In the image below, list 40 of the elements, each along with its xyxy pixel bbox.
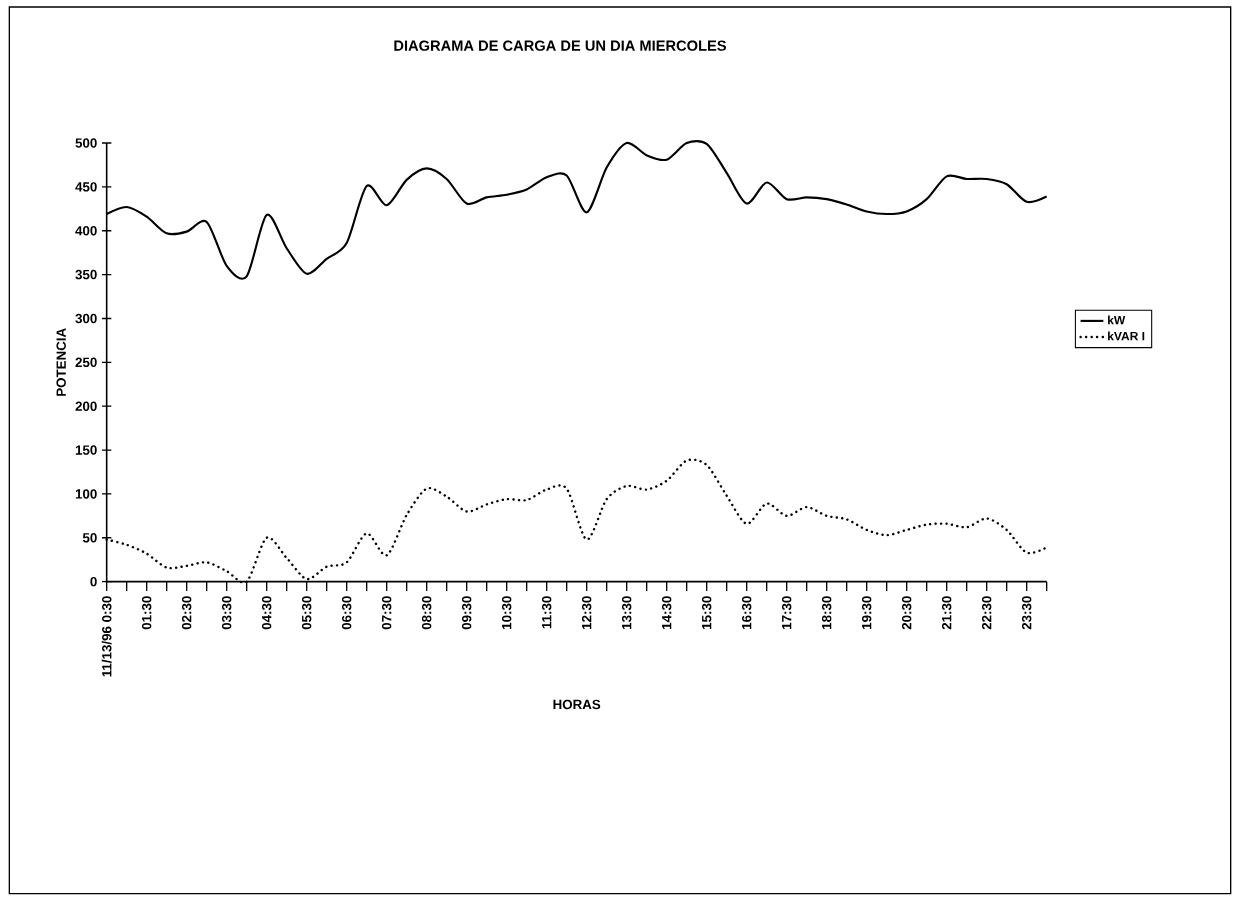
x-tick-label: 05:30 [301, 596, 312, 630]
x-tick-label: 19:30 [861, 596, 872, 629]
x-tick-label: 02:30 [181, 596, 192, 630]
x-tick-label: 08:30 [421, 596, 432, 630]
x-tick-label: 18:30 [821, 596, 832, 629]
y-tick-label: 450 [75, 182, 97, 192]
x-tick-label: 04:30 [261, 596, 272, 630]
x-tick-label: 12:30 [581, 596, 592, 629]
x-tick-label: 17:30 [781, 596, 792, 629]
x-tick-label: 14:30 [661, 596, 672, 629]
y-tick-label: 200 [75, 401, 97, 411]
x-tick-label: 06:30 [341, 596, 352, 630]
y-tick-label: 150 [75, 445, 97, 455]
x-tick-label: 09:30 [461, 596, 472, 630]
legend-label: kVAR I [1108, 331, 1145, 341]
x-tick-label: 10:30 [501, 596, 512, 629]
x-tick-label: 07:30 [381, 596, 392, 630]
y-tick-label: 500 [75, 138, 97, 148]
x-tick-label: 15:30 [701, 596, 712, 629]
y-tick-label: 350 [75, 269, 97, 280]
x-tick-label: 11:30 [541, 596, 552, 629]
legend-label: kW [1108, 315, 1126, 325]
x-tick-label: 16:30 [741, 596, 752, 629]
x-tick-label: 21:30 [941, 596, 952, 630]
y-tick-label: 50 [82, 533, 97, 543]
x-tick-label: 13:30 [621, 596, 632, 629]
x-axis-title: HORAS [553, 699, 601, 710]
y-axis-title: POTENCIA [56, 328, 66, 396]
y-tick-label: 400 [75, 226, 97, 236]
x-tick-label: 11/13/96 0:30 [101, 596, 112, 677]
y-tick-label: 100 [75, 489, 97, 499]
x-tick-label: 01:30 [141, 596, 152, 630]
x-tick-label: 22:30 [981, 596, 992, 630]
chart-title: DIAGRAMA DE CARGA DE UN DIA MIERCOLES [394, 40, 727, 51]
x-tick-label: 20:30 [901, 596, 912, 630]
y-tick-label: 300 [75, 313, 97, 324]
x-tick-label: 03:30 [221, 596, 232, 630]
y-tick-label: 0 [90, 576, 97, 587]
x-tick-label: 23:30 [1021, 596, 1032, 630]
y-tick-label: 250 [75, 357, 97, 368]
